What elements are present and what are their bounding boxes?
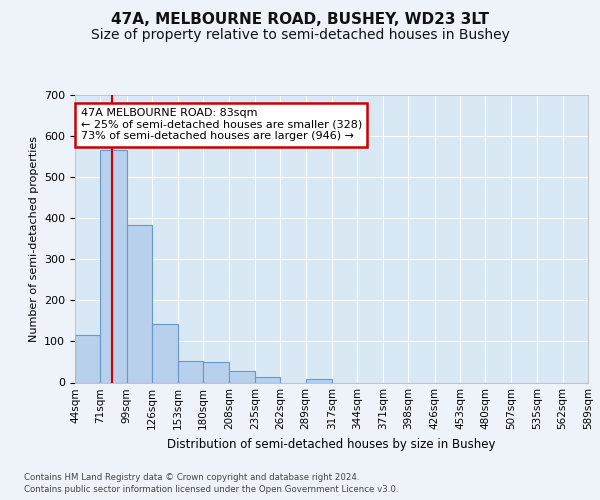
Y-axis label: Number of semi-detached properties: Number of semi-detached properties bbox=[29, 136, 38, 342]
Text: Contains public sector information licensed under the Open Government Licence v3: Contains public sector information licen… bbox=[24, 485, 398, 494]
Bar bbox=[152, 324, 178, 382]
Text: 47A, MELBOURNE ROAD, BUSHEY, WD23 3LT: 47A, MELBOURNE ROAD, BUSHEY, WD23 3LT bbox=[111, 12, 489, 28]
Bar bbox=[305, 379, 332, 382]
Text: 47A MELBOURNE ROAD: 83sqm
← 25% of semi-detached houses are smaller (328)
73% of: 47A MELBOURNE ROAD: 83sqm ← 25% of semi-… bbox=[80, 108, 362, 142]
Bar bbox=[100, 150, 127, 382]
Bar bbox=[178, 361, 203, 382]
Text: Contains HM Land Registry data © Crown copyright and database right 2024.: Contains HM Land Registry data © Crown c… bbox=[24, 472, 359, 482]
Bar bbox=[229, 371, 255, 382]
Bar bbox=[127, 225, 152, 382]
Bar bbox=[75, 336, 100, 382]
Text: Size of property relative to semi-detached houses in Bushey: Size of property relative to semi-detach… bbox=[91, 28, 509, 42]
Bar bbox=[255, 377, 280, 382]
X-axis label: Distribution of semi-detached houses by size in Bushey: Distribution of semi-detached houses by … bbox=[167, 438, 496, 451]
Bar bbox=[203, 362, 229, 382]
